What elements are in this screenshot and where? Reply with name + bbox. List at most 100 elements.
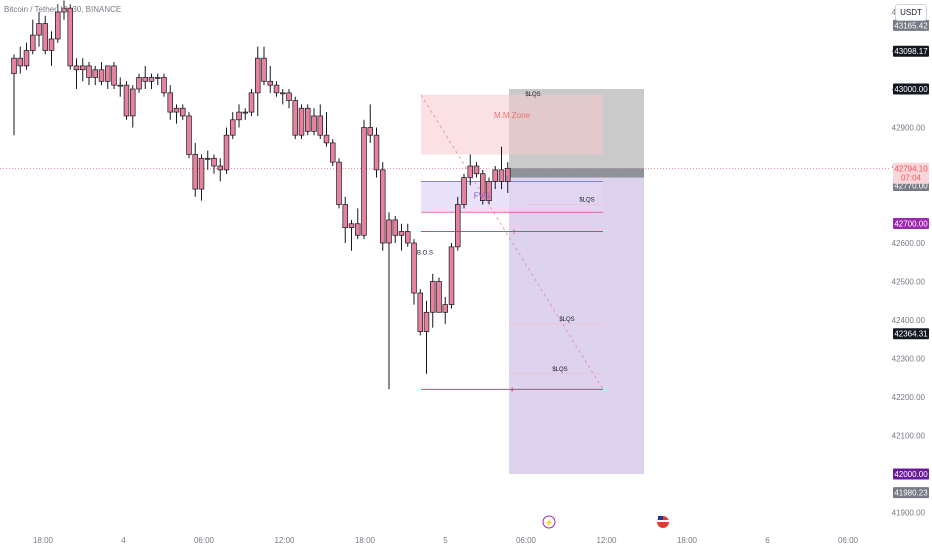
candle[interactable]	[130, 85, 136, 128]
candle[interactable]	[355, 208, 361, 240]
candle[interactable]	[498, 146, 505, 190]
candle[interactable]	[48, 31, 55, 66]
candle[interactable]	[298, 104, 305, 140]
candle[interactable]	[242, 108, 249, 120]
currency-selector[interactable]: USDT	[895, 4, 927, 21]
candle[interactable]	[448, 243, 455, 309]
symbol-title[interactable]: Bitcoin / TetherUS, 30, BINANCE	[4, 5, 122, 14]
candle[interactable]	[336, 158, 342, 209]
price-tag-43000[interactable]: 43000.00	[893, 83, 929, 95]
candle[interactable]	[273, 81, 280, 97]
price-tag-42000[interactable]: 42000.00	[893, 468, 929, 480]
candle[interactable]	[186, 112, 192, 159]
price-tag-41980[interactable]: 41980.23	[893, 487, 929, 499]
candle[interactable]	[104, 65, 111, 89]
candle[interactable]	[342, 196, 349, 243]
candle[interactable]	[211, 154, 217, 174]
candle[interactable]	[148, 73, 155, 89]
candle[interactable]	[36, 12, 42, 47]
candle[interactable]	[348, 219, 355, 251]
candle-body	[161, 77, 167, 94]
candle[interactable]	[361, 119, 367, 240]
price-tag-43165[interactable]: 43165.42	[893, 19, 929, 31]
candle[interactable]	[23, 42, 30, 70]
candle[interactable]	[205, 150, 211, 170]
candle[interactable]	[236, 104, 242, 128]
candle[interactable]	[492, 166, 499, 190]
candle[interactable]	[323, 112, 330, 147]
candle[interactable]	[392, 216, 399, 243]
candle[interactable]	[486, 177, 492, 205]
price-tag-43098[interactable]: 43098.17	[893, 45, 929, 57]
candle[interactable]	[136, 73, 142, 93]
candle[interactable]	[411, 239, 417, 305]
candle[interactable]	[92, 65, 98, 86]
candle[interactable]	[61, 0, 67, 20]
us-flag-icon[interactable]	[657, 516, 669, 528]
candle[interactable]	[317, 104, 324, 140]
flash-icon[interactable]: ⚡	[542, 515, 556, 529]
candle[interactable]	[98, 62, 105, 86]
candle-layer[interactable]	[11, 0, 511, 390]
candle[interactable]	[292, 96, 299, 140]
candle[interactable]	[367, 104, 374, 143]
candle[interactable]	[79, 58, 86, 82]
candle[interactable]	[198, 154, 205, 201]
candle[interactable]	[305, 104, 311, 136]
candle[interactable]	[30, 19, 36, 55]
price-axis[interactable]: 43200.0043100.0043000.0042900.0042800.00…	[892, 8, 929, 518]
candle[interactable]	[430, 273, 436, 328]
candle[interactable]	[417, 289, 424, 336]
time-axis[interactable]: 18:00 4 06:00 12:00 18:00 5 06:00 12:00 18:00 6 06…	[33, 515, 859, 545]
candle[interactable]	[111, 62, 117, 89]
candle[interactable]	[286, 89, 292, 109]
candle[interactable]	[161, 73, 167, 97]
candle[interactable]	[380, 162, 386, 251]
candle[interactable]	[217, 158, 224, 182]
candle[interactable]	[167, 85, 174, 120]
candle-body	[348, 223, 355, 228]
candle[interactable]	[155, 73, 161, 86]
candle[interactable]	[17, 46, 24, 74]
candle[interactable]	[42, 15, 48, 55]
price-tag-42364[interactable]: 42364.31	[893, 328, 929, 340]
candle[interactable]	[142, 65, 149, 89]
candle[interactable]	[230, 112, 236, 140]
candle[interactable]	[261, 46, 267, 86]
candle[interactable]	[117, 77, 123, 97]
price-tag-42700[interactable]: 42700.00	[893, 218, 929, 229]
candle[interactable]	[11, 54, 17, 136]
candle[interactable]	[455, 196, 461, 251]
candle[interactable]	[311, 108, 317, 136]
candle[interactable]	[461, 173, 467, 209]
candle[interactable]	[54, 4, 61, 43]
candle[interactable]	[67, 4, 73, 70]
candle[interactable]	[255, 46, 261, 116]
candle[interactable]	[480, 169, 486, 205]
candle[interactable]	[248, 89, 255, 116]
candle[interactable]	[473, 162, 480, 178]
candle[interactable]	[123, 81, 130, 120]
candle[interactable]	[386, 212, 392, 390]
candle[interactable]	[423, 300, 430, 374]
candle[interactable]	[467, 154, 474, 186]
candle-body	[305, 107, 311, 132]
candle[interactable]	[373, 127, 380, 178]
candle[interactable]	[86, 62, 92, 86]
candle[interactable]	[442, 296, 449, 324]
candle[interactable]	[280, 89, 286, 105]
candle[interactable]	[436, 277, 442, 313]
candle[interactable]	[267, 65, 274, 93]
candle[interactable]	[398, 223, 405, 251]
candle[interactable]	[192, 142, 199, 197]
candle[interactable]	[405, 223, 411, 247]
candle[interactable]	[330, 139, 336, 166]
candle[interactable]	[173, 104, 180, 124]
price-tick-label: 42300.00	[892, 355, 926, 364]
candle[interactable]	[505, 162, 511, 193]
candle[interactable]	[73, 58, 80, 89]
candle[interactable]	[180, 104, 186, 120]
candle[interactable]	[223, 127, 230, 174]
